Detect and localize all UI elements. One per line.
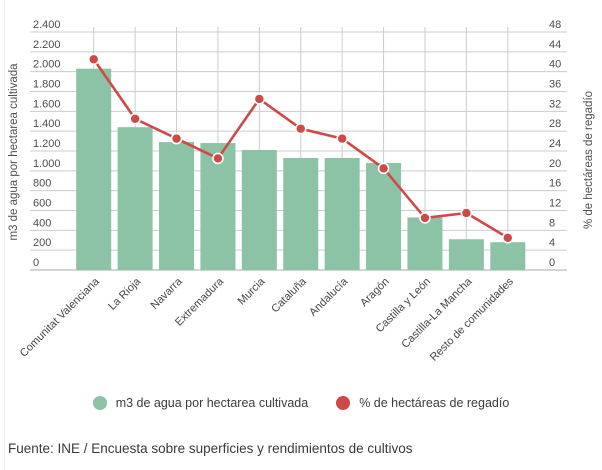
- y-left-tick-label: 1.000: [33, 158, 61, 170]
- y-right-tick-label: 36: [549, 79, 561, 91]
- y-left-tick-label: 1.600: [33, 98, 61, 110]
- point-aragon: [377, 162, 390, 175]
- y-left-axis-title: m3 de agua por hectarea cultivada: [8, 63, 20, 241]
- y-left-tick-label: 1.800: [33, 79, 61, 91]
- y-right-tick-label: 28: [549, 118, 561, 130]
- y-right-tick-label: 0: [549, 257, 555, 269]
- x-category-label: Aragón: [358, 276, 392, 310]
- y-left-tick-label: 800: [33, 178, 51, 190]
- point-extremadura: [212, 152, 224, 165]
- legend-item-line: % de hectáreas de regadío: [336, 396, 509, 410]
- y-right-tick-label: 4: [549, 237, 555, 249]
- line-series-swatch-icon: [336, 396, 351, 410]
- bar-murcia: [241, 150, 277, 270]
- x-category-label: La Rioja: [106, 275, 144, 313]
- y-right-tick-label: 24: [549, 138, 561, 150]
- point-navarra: [170, 132, 183, 145]
- bar-series-legend-label: m3 de agua por hectarea cultivada: [115, 396, 309, 410]
- point-comunitat-valenciana: [87, 53, 100, 66]
- point-resto-de-comunidades: [501, 231, 514, 244]
- combo-chart: 2.400 482.200 442.000 401.800 361.600 321.400…: [8, 19, 595, 364]
- bar-series-swatch-icon: [92, 396, 107, 410]
- y-left-tick-label: 600: [33, 198, 51, 210]
- bar-aragon: [366, 162, 402, 270]
- y-right-tick-label: 44: [549, 39, 561, 51]
- y-left-tick-label: 2.200: [33, 39, 61, 51]
- x-category-label: Cataluña: [269, 275, 309, 315]
- y-left-tick-label: 1.200: [33, 138, 61, 150]
- point-la-rioja: [129, 112, 141, 125]
- x-category-label: Resto de comunidades: [428, 275, 516, 363]
- y-right-tick-label: 12: [549, 198, 561, 210]
- legend-item-bars: m3 de agua por hectarea cultivada: [92, 396, 309, 410]
- point-castilla-y-leon: [419, 212, 431, 224]
- x-category-label: Murcia: [236, 275, 268, 307]
- y-right-tick-label: 32: [549, 98, 561, 110]
- y-left-tick-label: 400: [33, 217, 51, 229]
- point-cataluna: [294, 122, 307, 135]
- y-right-axis-title: % de hectáreas de regadío: [583, 91, 595, 229]
- bar-resto-de-comunidades: [490, 242, 526, 270]
- x-category-label: Andalucía: [307, 275, 351, 319]
- x-category-label: Navarra: [148, 275, 185, 312]
- point-murcia: [253, 93, 266, 105]
- point-castilla-la-mancha: [460, 207, 473, 219]
- y-right-tick-label: 48: [549, 19, 561, 31]
- y-left-tick-label: 2.400: [33, 19, 61, 31]
- y-right-tick-label: 8: [549, 217, 555, 229]
- y-left-tick-label: 2.000: [33, 59, 61, 71]
- y-right-tick-label: 40: [549, 59, 561, 71]
- line-series-legend-label: % de hectáreas de regadío: [359, 396, 510, 410]
- bar-castilla-la-mancha: [448, 239, 484, 270]
- source-caption: Fuente: INE / Encuesta sobre superficies…: [8, 441, 413, 456]
- bar-castilla-y-leon: [407, 217, 443, 270]
- bar-navarra: [159, 142, 195, 270]
- y-left-tick-label: 0: [33, 257, 39, 269]
- point-andalucia: [336, 132, 348, 145]
- x-category-label: Castilla-La Mancha: [399, 275, 475, 351]
- y-right-tick-label: 20: [549, 158, 561, 170]
- bar-comunitat-valenciana: [76, 68, 112, 270]
- bar-andalucia: [324, 157, 360, 270]
- bar-la-rioja: [117, 127, 153, 270]
- x-category-label: Comunitat Valenciana: [18, 275, 103, 360]
- chart-legend: m3 de agua por hectarea cultivada % de h…: [0, 396, 602, 410]
- y-left-tick-label: 1.400: [33, 118, 61, 130]
- y-right-tick-label: 16: [549, 178, 561, 190]
- y-left-tick-label: 200: [33, 237, 51, 249]
- page-edge-divider: [4, 0, 5, 470]
- bar-cataluna: [283, 157, 319, 270]
